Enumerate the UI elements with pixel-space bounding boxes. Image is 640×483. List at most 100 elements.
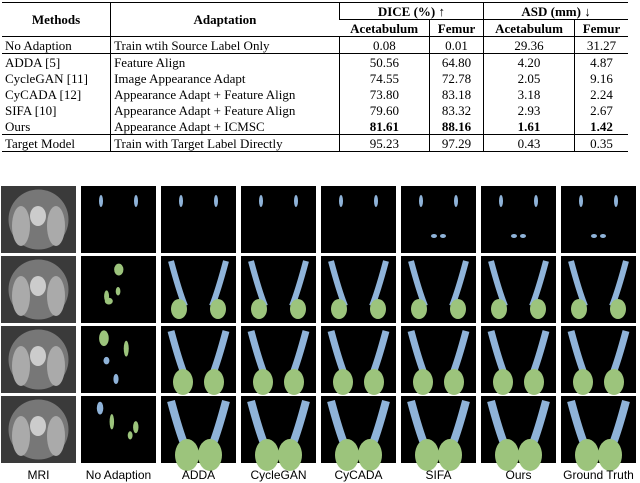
column-label: Ground Truth <box>563 468 634 482</box>
text-cell: Target Model <box>5 135 75 151</box>
table-row: Ours Appearance Adapt + ICMSC 81.61 88.16 1.… <box>2 118 628 135</box>
femur-seg <box>431 234 437 238</box>
acetabulum-seg <box>579 195 583 207</box>
value-cell: 72.78 <box>429 70 484 86</box>
femur-seg <box>573 369 593 395</box>
acetabulum-seg <box>454 195 458 207</box>
value-cell: 74.55 <box>338 70 430 86</box>
femur-seg <box>575 439 599 471</box>
mri-tissue <box>47 416 65 456</box>
value-cell: 50.56 <box>338 53 430 70</box>
mri-tissue <box>12 416 30 456</box>
value-cell: 83.32 <box>429 102 484 118</box>
femur-seg <box>364 369 384 395</box>
noise-seg <box>127 431 133 440</box>
text-cell: SIFA [10] <box>5 102 57 118</box>
noise-seg <box>114 263 124 276</box>
text-cell: Image Appearance Adapt <box>110 70 340 86</box>
value-cell: 1.42 <box>574 118 628 135</box>
table-row: Target Model Train with Target Label Dire… <box>2 134 628 152</box>
segmentation-image <box>81 326 156 393</box>
value-cell: 0.43 <box>483 134 575 152</box>
femur-seg <box>495 439 519 471</box>
femur-seg <box>600 234 606 238</box>
header-row: Methods Adaptation DICE (%) ↑ ASD (mm) ↓ <box>2 2 628 37</box>
value-cell: 81.61 <box>338 118 430 135</box>
value-cell: 2.67 <box>574 102 628 118</box>
femur-seg <box>610 299 626 319</box>
noise-seg <box>123 340 129 357</box>
femur-seg <box>175 439 199 471</box>
segmentation-image <box>241 186 316 253</box>
column-label: CycleGAN <box>250 468 306 482</box>
mri-tissue <box>30 206 46 226</box>
value-cell: 0.35 <box>574 134 628 152</box>
acetabulum-seg <box>419 195 423 207</box>
subheader-cell: Acetabulum <box>483 19 575 37</box>
value-cell: 0.01 <box>429 36 484 54</box>
value-cell: 97.29 <box>429 134 484 152</box>
header-dice: DICE (%) ↑ <box>338 2 484 20</box>
value-cell: 95.23 <box>338 134 430 152</box>
value-cell: 1.61 <box>483 118 575 135</box>
noise-seg <box>113 373 119 385</box>
acetabulum-seg <box>499 195 503 207</box>
value-cell: 64.80 <box>429 53 484 70</box>
header-asd: ASD (mm) ↓ <box>483 2 628 20</box>
femur-seg <box>413 369 433 395</box>
segmentation-image <box>161 186 236 253</box>
noise-seg <box>104 290 110 303</box>
segmentation-figure: MRI No Adaption ADDA CycleGAN CyCADA SIFA Ours… <box>1 186 636 482</box>
column-label: MRI <box>28 468 50 482</box>
table-row: SIFA [10] Appearance Adapt + Feature Alig… <box>2 102 628 118</box>
table-row: CyCADA [12] Appearance Adapt + Feature Al… <box>2 86 628 102</box>
value-cell: 2.24 <box>574 86 628 102</box>
femur-seg <box>251 299 267 319</box>
acetabulum-seg <box>374 195 378 207</box>
femur-seg <box>518 439 542 471</box>
subheader-cell: Femur <box>574 19 628 37</box>
femur-seg <box>604 369 624 395</box>
segmentation-image <box>321 186 396 253</box>
table-row: CycleGAN [11] Image Appearance Adapt 74.55… <box>2 70 628 86</box>
mri-tissue <box>47 346 65 386</box>
femur-seg <box>411 299 427 319</box>
text-cell: CyCADA [12] <box>5 86 82 102</box>
value-cell: 4.87 <box>574 53 628 70</box>
text-cell: Ours <box>5 118 31 134</box>
text-cell: CycleGAN [11] <box>5 70 88 86</box>
mri-tissue <box>47 276 65 316</box>
femur-seg <box>284 369 304 395</box>
femur-seg <box>511 234 517 238</box>
femur-seg <box>591 234 597 238</box>
column-label: SIFA <box>425 468 451 482</box>
segmentation-image <box>401 186 476 253</box>
femur-seg <box>598 439 622 471</box>
value-cell: 4.20 <box>483 53 575 70</box>
femur-seg <box>571 299 587 319</box>
acetabulum-seg <box>179 195 183 207</box>
text-cell: ADDA [5] <box>5 54 61 70</box>
segmentation-image <box>81 186 156 253</box>
femur-seg <box>173 369 193 395</box>
segmentation-image <box>561 186 636 253</box>
subheader-row: Acetabulum Femur Acetabulum Femur <box>2 19 628 37</box>
column-label: CyCADA <box>334 468 382 482</box>
acetabulum-seg <box>614 195 618 207</box>
mri-tissue <box>30 276 46 296</box>
text-cell: No Adaption <box>5 37 72 53</box>
segmentation-image <box>481 186 556 253</box>
column-label: Ours <box>505 468 531 482</box>
acetabulum-seg <box>134 195 138 207</box>
text-cell: Feature Align <box>110 53 340 70</box>
femur-seg <box>278 439 302 471</box>
acetabulum-seg <box>339 195 343 207</box>
mri-tissue <box>12 346 30 386</box>
column-label: No Adaption <box>86 468 151 482</box>
acetabulum-seg <box>534 195 538 207</box>
femur-seg <box>444 369 464 395</box>
femur-seg <box>520 234 526 238</box>
femur-seg <box>438 439 462 471</box>
noise-seg <box>99 330 109 347</box>
femur-seg <box>198 439 222 471</box>
